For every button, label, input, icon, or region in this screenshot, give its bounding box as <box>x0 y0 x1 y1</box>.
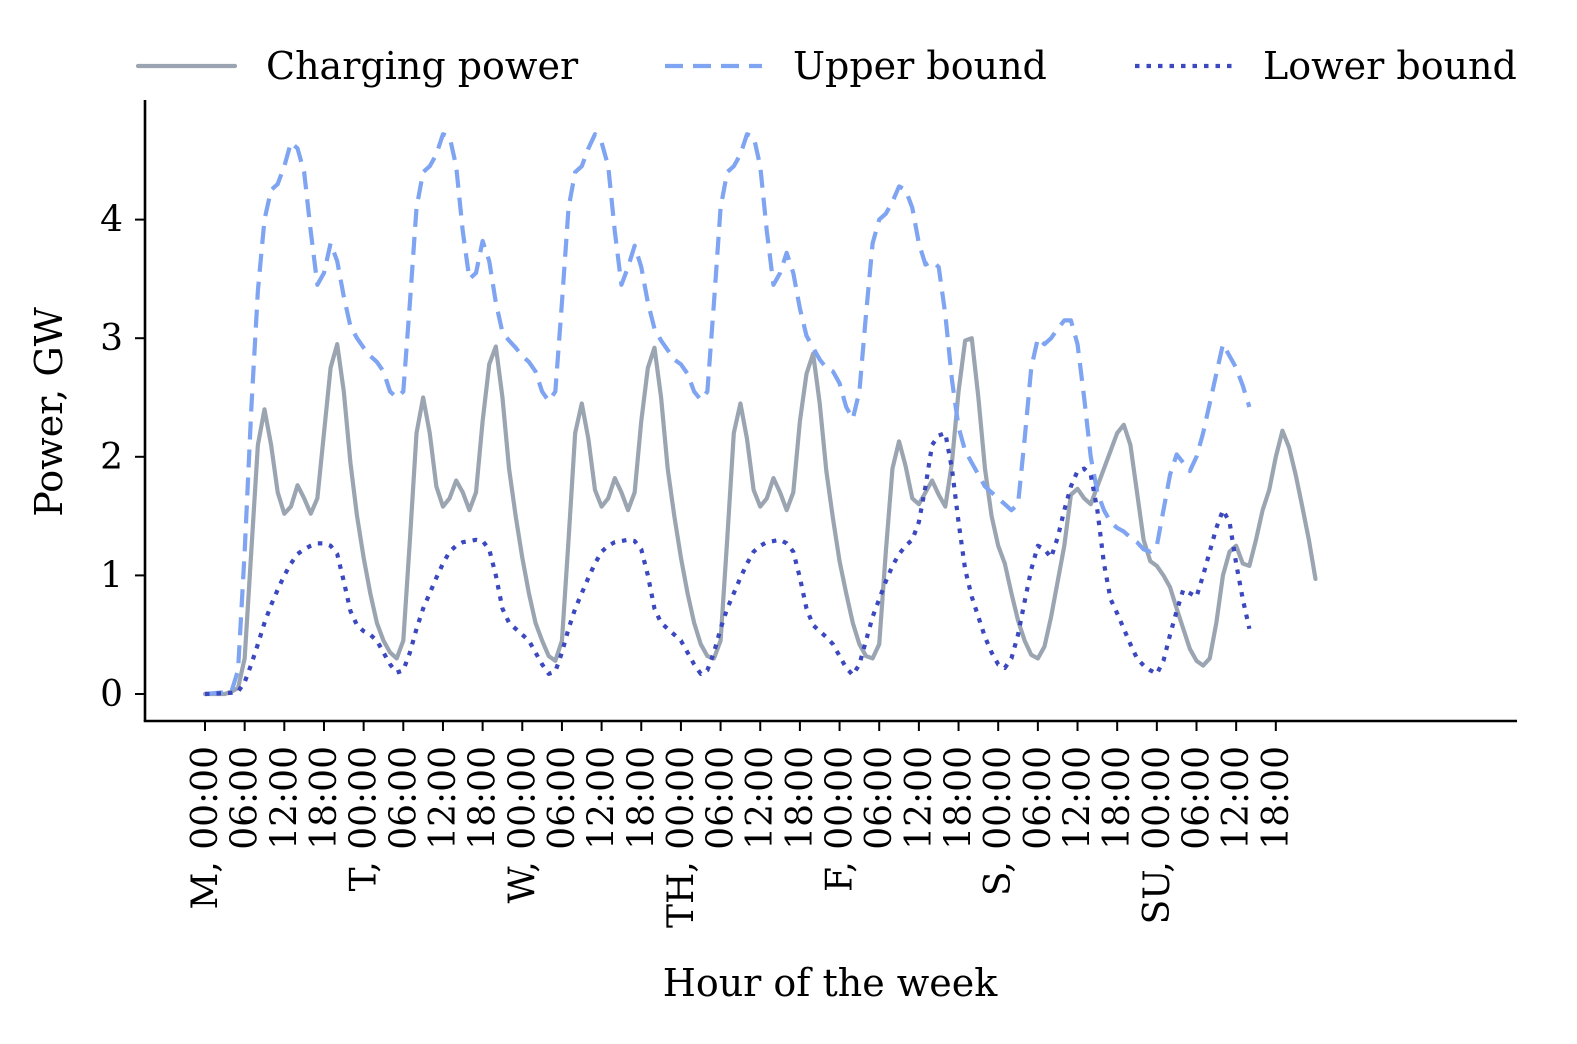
legend-label: Lower bound <box>1263 44 1517 88</box>
series-line-upper-bound <box>204 132 1252 697</box>
x-tick-label: 12:00 <box>1058 746 1099 850</box>
x-tick-label: 12:00 <box>582 746 623 850</box>
y-tick-label: 2 <box>100 437 123 478</box>
x-tick-label: 18:00 <box>1256 746 1297 850</box>
x-tick-label: 06:00 <box>542 746 583 850</box>
x-tick-label: 18:00 <box>780 746 821 850</box>
x-tick-label: M, 00:00 <box>185 746 226 910</box>
y-tick-label: 4 <box>100 200 123 241</box>
series-layer <box>202 132 1318 697</box>
legend-label: Upper bound <box>793 44 1047 88</box>
x-tick-label: 12:00 <box>264 746 305 850</box>
x-tick-label: 06:00 <box>1177 746 1218 850</box>
x-tick-label: F, 00:00 <box>820 746 861 892</box>
y-tick-label: 3 <box>100 318 123 359</box>
y-axis-title: Power, GW <box>27 307 71 516</box>
x-tick-label: 18:00 <box>939 746 980 850</box>
x-tick-label: 18:00 <box>1097 746 1138 850</box>
legend: Charging power Upper bound Lower bound <box>135 44 1517 88</box>
x-tick-label: 18:00 <box>621 746 662 850</box>
x-tick-label: W, 00:00 <box>502 746 543 903</box>
x-tick-label: 06:00 <box>1018 746 1059 850</box>
x-tick-label: 12:00 <box>423 746 464 850</box>
x-tick-label: 06:00 <box>383 746 424 850</box>
x-tick-label: SU, 00:00 <box>1137 746 1178 924</box>
y-tick-label: 1 <box>100 555 123 596</box>
x-tick-label: TH, 00:00 <box>661 746 702 928</box>
y-tick-label: 0 <box>100 674 123 715</box>
x-tick-label: T, 00:00 <box>344 746 385 891</box>
x-tick-label: 18:00 <box>463 746 504 850</box>
x-tick-label: 06:00 <box>225 746 266 850</box>
x-tick-label: 06:00 <box>859 746 900 850</box>
x-tick-label: 06:00 <box>701 746 742 850</box>
legend-label: Charging power <box>266 44 579 88</box>
series-line-charging-power <box>202 336 1318 697</box>
x-tick-label: 18:00 <box>304 746 345 850</box>
x-tick-label: 12:00 <box>899 746 940 850</box>
x-tick-label: 12:00 <box>1216 746 1257 850</box>
x-axis-title: Hour of the week <box>663 961 999 1005</box>
x-tick-label: S, 00:00 <box>978 746 1019 896</box>
x-tick-label: 12:00 <box>740 746 781 850</box>
